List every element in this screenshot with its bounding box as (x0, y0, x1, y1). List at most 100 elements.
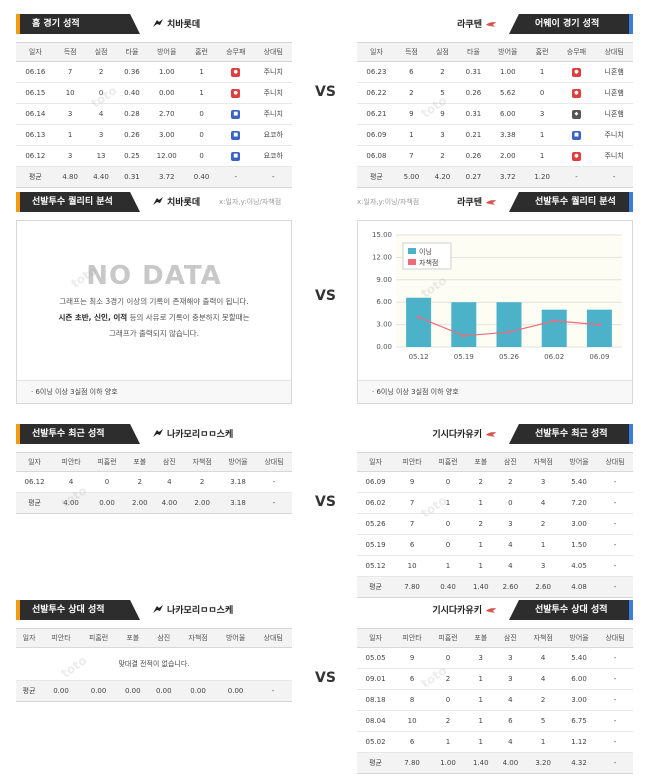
average-cell: 0.00 (216, 680, 255, 702)
table-header-row: 일자 득점 실점 타율 방어율 홈런 승무패 상대팀 (16, 42, 292, 62)
pitcher-recent-panel-right: 기시다카유키 선발투수 최근 성적 일자 피안타 피홈런 포볼 삼진 자책점 방어율 상대팀 0… (357, 424, 633, 598)
average-cell: 4.20 (426, 166, 458, 188)
table-cell: 0 (430, 689, 466, 711)
x-tick-label: 05.26 (499, 353, 520, 361)
table-cell: ■ (217, 124, 255, 146)
quality-chart-box: NO DATA 그래프는 최소 3경기 이상의 기록이 존재해야 출력이 됩니다… (16, 220, 292, 404)
average-row: 평균 4.80 4.40 0.31 3.72 0.40- - (16, 166, 292, 188)
vs-label: VS (315, 84, 336, 100)
table-cell: ■ (217, 145, 255, 167)
average-cell: 4.32 (561, 752, 597, 774)
table-cell: 1 (465, 555, 496, 577)
table-cell: 3 (525, 471, 562, 493)
table-cell: 1 (465, 731, 496, 753)
team-name: 치바롯데 (152, 195, 200, 208)
table-cell: 06.16 (16, 61, 55, 83)
table-cell: 1.12 (561, 731, 597, 753)
table-cell: 3 (426, 124, 458, 146)
column-header: 일자 (16, 42, 55, 62)
table-cell: 4.05 (561, 555, 597, 577)
table-row: 06.16 7 2 0.36 1.00 1 ● 주니치 (16, 61, 292, 83)
column-header: 상대팀 (254, 628, 292, 648)
column-header: 자책점 (179, 628, 217, 648)
average-cell: 0.00 (179, 680, 217, 702)
column-header: 일자 (357, 628, 395, 648)
table-cell: - (597, 710, 633, 732)
no-data-line-2: 시즌 초반, 신인, 이적 등의 사유로 기록이 충분하지 못할때는 (17, 312, 291, 323)
column-header: 득점 (54, 42, 86, 62)
average-cell: 0.00 (148, 680, 180, 702)
table-cell: 요코하 (254, 145, 292, 167)
team-name-label: 나카모리ㅁㅁ스케 (167, 430, 234, 440)
table-cell: 2 (85, 61, 117, 83)
table-cell: 5 (426, 82, 458, 104)
column-header: 삼진 (495, 628, 526, 648)
panel-title: 선발투수 상대 성적 (16, 600, 140, 620)
table-cell: - (256, 471, 292, 493)
table-row: 08.04 10 2 1 6 5 6.75- (357, 710, 633, 732)
table-cell: 니혼햄 (595, 103, 633, 125)
average-cell: 3.18 (220, 492, 256, 514)
result-badge: ■ (571, 131, 581, 140)
table-header-row: 일자 득점 실점 타율 방어율 홈런 승무패 상대팀 (357, 42, 633, 62)
axis-hint: x:일자,y:이닝/자책점 (219, 198, 282, 206)
table-cell: 1 (430, 492, 466, 514)
legend-swatch-line (408, 259, 416, 265)
table-row: 06.14 3 4 0.28 2.70 0 ■ 주니치 (16, 103, 292, 125)
column-header: 포볼 (124, 452, 155, 472)
table-cell: 주니치 (254, 82, 292, 104)
average-cell: 3.72 (147, 166, 187, 188)
table-cell: 1 (395, 124, 427, 146)
table-cell: 6 (395, 61, 427, 83)
y-tick-label: 15.00 (372, 231, 392, 239)
table-cell: 3 (526, 103, 558, 125)
table-cell: 06.12 (16, 145, 55, 167)
column-header: 피홈런 (79, 628, 118, 648)
table-cell: 0.26 (457, 82, 489, 104)
quality-chart-box: 15.00 12.00 9.00 6.00 3.00 0.00 05.12 05.19 05.2… (357, 220, 633, 404)
table-cell: 3 (54, 103, 86, 125)
table-row: 06.09 9 0 2 2 3 5.40- (357, 471, 633, 493)
column-header: 삼진 (495, 452, 526, 472)
pitcher-vs-panel-right: 기시다카유키 선발투수 상대 성적 일자 피안타 피홈런 포볼 삼진 자책점 방어율 상대팀 0… (357, 600, 633, 774)
table-cell: 1 (465, 668, 496, 690)
table-cell: 0 (495, 492, 526, 514)
column-header: 일자 (16, 452, 54, 472)
table-cell: 3 (85, 124, 117, 146)
table-cell: 0 (186, 103, 217, 125)
column-header: 방어율 (220, 452, 256, 472)
footnote-text: 6이닝 이상 3실점 이하 양호 (35, 388, 118, 396)
table-cell: 0 (85, 82, 117, 104)
average-cell: 7.80 (394, 752, 431, 774)
table-row: 05.19 6 0 1 4 1 1.50- (357, 534, 633, 556)
average-cell: 3.20 (525, 752, 562, 774)
table-cell: - (597, 471, 633, 493)
column-header: 자책점 (525, 628, 562, 648)
column-header: 피안타 (53, 452, 90, 472)
average-cell: 0.27 (457, 166, 489, 188)
team-name-label: 라쿠텐 (457, 198, 482, 208)
legend-swatch-bar (408, 248, 416, 254)
home-record-table: 일자 득점 실점 타율 방어율 홈런 승무패 상대팀 06.16 7 2 0.36 1.00 1 ● 주니치 0… (16, 42, 292, 188)
table-cell: 2 (465, 513, 496, 535)
table-cell: 05.02 (357, 731, 395, 753)
table-cell: 니혼햄 (595, 61, 633, 83)
axis-hint: x:일자,y:이닝/자책점 (357, 198, 420, 206)
table-cell: 0 (430, 513, 466, 535)
average-cell: 1.00 (430, 752, 466, 774)
table-cell: ● (557, 82, 596, 104)
average-cell: 평균 (16, 166, 55, 188)
average-cell: 5.00 (395, 166, 427, 188)
table-cell: 5.40 (561, 471, 597, 493)
team-logo-icon (153, 18, 163, 27)
table-cell: 06.15 (16, 82, 55, 104)
average-cell: 1.20 (526, 166, 558, 188)
table-row: 09.01 6 2 1 3 4 6.00- (357, 668, 633, 690)
table-row: 06.02 7 1 1 0 4 7.20- (357, 492, 633, 514)
vs-label: VS (315, 670, 336, 686)
inning-bar (586, 309, 612, 347)
table-cell: 05.26 (357, 513, 395, 535)
column-header: 실점 (426, 42, 458, 62)
pitcher-vs-panel-left: 선발투수 상대 성적 나카모리ㅁㅁ스케 일자 피안타 피홈런 포볼 삼진 자책점 방어율 상대… (16, 600, 292, 702)
average-cell: 0.40 (430, 576, 466, 598)
